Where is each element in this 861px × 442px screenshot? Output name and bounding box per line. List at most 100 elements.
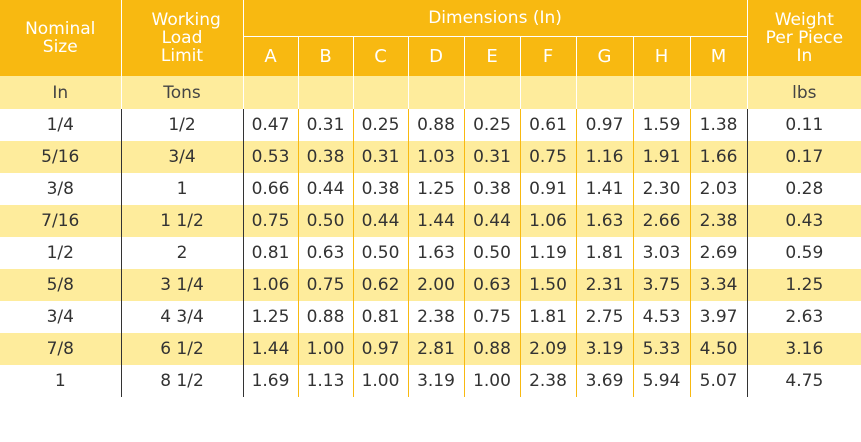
cell-dim-m: 2.38 [689,205,748,237]
cell-dim-b: 0.44 [297,173,353,205]
cell-weight: 1.25 [746,269,861,301]
unit-dim-d [407,76,464,109]
unit-dim-e [463,76,520,109]
cell-working-load-limit: 4 3/4 [120,301,243,333]
cell-nominal-size: 1/4 [0,109,121,141]
cell-dim-f: 0.75 [519,141,576,173]
cell-dim-h: 3.75 [632,269,690,301]
cell-dim-m: 1.38 [689,109,748,141]
cell-dim-d: 1.03 [407,141,464,173]
cell-dim-f: 1.19 [519,237,576,269]
header-weight: Weight Per Piece In [746,0,861,76]
cell-dim-f: 0.91 [519,173,576,205]
cell-working-load-limit: 2 [120,237,243,269]
cell-dim-h: 2.66 [632,205,690,237]
cell-dim-e: 0.88 [463,333,520,365]
cell-weight: 2.63 [746,301,861,333]
header-dim-c: C [352,36,408,76]
header-dimensions: Dimensions (In) [242,0,748,37]
cell-dim-a: 1.25 [242,301,298,333]
cell-dim-m: 2.03 [689,173,748,205]
unit-dim-c [352,76,408,109]
unit-weight: lbs [746,76,861,109]
cell-dim-h: 1.59 [632,109,690,141]
cell-dim-f: 1.06 [519,205,576,237]
cell-dim-d: 2.38 [407,301,464,333]
cell-dim-c: 0.25 [352,109,408,141]
cell-dim-a: 0.81 [242,237,298,269]
cell-dim-g: 3.19 [575,333,633,365]
cell-dim-b: 1.13 [297,365,353,397]
header-dim-g: G [575,36,633,76]
cell-dim-g: 1.41 [575,173,633,205]
cell-dim-b: 1.00 [297,333,353,365]
cell-dim-c: 1.00 [352,365,408,397]
unit-dim-g [575,76,633,109]
cell-weight: 0.11 [746,109,861,141]
cell-dim-h: 1.91 [632,141,690,173]
cell-dim-c: 0.62 [352,269,408,301]
cell-working-load-limit: 3 1/4 [120,269,243,301]
data-rows: 1/4 1/2 0.47 0.31 0.25 0.88 0.25 0.61 0.97 1.59 1.… [0,109,861,397]
unit-dim-f [519,76,576,109]
cell-dim-m: 4.50 [689,333,748,365]
cell-dim-f: 1.50 [519,269,576,301]
cell-weight: 0.43 [746,205,861,237]
cell-dim-e: 0.63 [463,269,520,301]
cell-dim-m: 5.07 [689,365,748,397]
header-dim-h: H [632,36,690,76]
cell-dim-c: 0.81 [352,301,408,333]
cell-dim-h: 2.30 [632,173,690,205]
table-row: 1/2 2 0.81 0.63 0.50 1.63 0.50 1.19 1.81 3.03 2.69… [0,237,861,269]
cell-dim-f: 1.81 [519,301,576,333]
table-row: 3/4 4 3/4 1.25 0.88 0.81 2.38 0.75 1.81 2.75 4.53… [0,301,861,333]
cell-working-load-limit: 8 1/2 [120,365,243,397]
cell-working-load-limit: 1/2 [120,109,243,141]
header-dim-b: B [297,36,353,76]
cell-nominal-size: 7/16 [0,205,121,237]
cell-dim-a: 1.69 [242,365,298,397]
cell-working-load-limit: 6 1/2 [120,333,243,365]
table-row: 7/16 1 1/2 0.75 0.50 0.44 1.44 0.44 1.06 1.63 2.6… [0,205,861,237]
cell-dim-m: 3.34 [689,269,748,301]
cell-weight: 4.75 [746,365,861,397]
cell-dim-c: 0.97 [352,333,408,365]
table-row: 5/8 3 1/4 1.06 0.75 0.62 2.00 0.63 1.50 2.31 3.75… [0,269,861,301]
cell-dim-b: 0.63 [297,237,353,269]
cell-dim-h: 3.03 [632,237,690,269]
cell-nominal-size: 3/8 [0,173,121,205]
table-row: 5/16 3/4 0.53 0.38 0.31 1.03 0.31 0.75 1.16 1.91 1… [0,141,861,173]
cell-dim-c: 0.44 [352,205,408,237]
cell-dim-a: 1.44 [242,333,298,365]
cell-dim-d: 3.19 [407,365,464,397]
cell-dim-d: 2.81 [407,333,464,365]
cell-dim-b: 0.31 [297,109,353,141]
cell-dim-a: 0.66 [242,173,298,205]
cell-working-load-limit: 1 [120,173,243,205]
cell-nominal-size: 1 [0,365,121,397]
cell-weight: 0.17 [746,141,861,173]
cell-dim-e: 1.00 [463,365,520,397]
cell-dim-e: 0.31 [463,141,520,173]
header-dim-e: E [463,36,520,76]
cell-dim-b: 0.38 [297,141,353,173]
cell-dim-g: 1.16 [575,141,633,173]
cell-dim-g: 3.69 [575,365,633,397]
unit-dim-m [689,76,748,109]
shackle-spec-table: Nominal Size Working Load Limit Dimensio… [0,0,861,397]
cell-dim-d: 2.00 [407,269,464,301]
cell-nominal-size: 3/4 [0,301,121,333]
cell-dim-e: 0.44 [463,205,520,237]
cell-dim-m: 2.69 [689,237,748,269]
cell-dim-h: 5.94 [632,365,690,397]
cell-dim-c: 0.38 [352,173,408,205]
cell-dim-h: 4.53 [632,301,690,333]
cell-dim-e: 0.38 [463,173,520,205]
cell-working-load-limit: 1 1/2 [120,205,243,237]
cell-weight: 0.59 [746,237,861,269]
header-nominal-size: Nominal Size [0,0,121,76]
cell-dim-g: 0.97 [575,109,633,141]
cell-dim-h: 5.33 [632,333,690,365]
cell-dim-d: 1.25 [407,173,464,205]
